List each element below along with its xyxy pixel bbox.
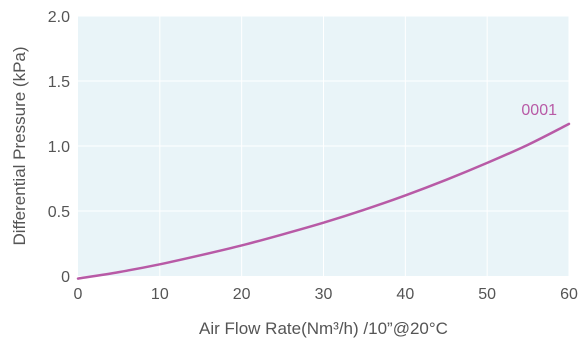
x-tick-label: 40 [396, 286, 414, 303]
y-tick-label: 1.5 [48, 74, 70, 91]
y-tick-label: 0.5 [48, 204, 70, 221]
x-tick-label: 30 [315, 286, 333, 303]
x-axis-label: Air Flow Rate(Nm³/h) /10”@20°C [199, 319, 448, 338]
y-axis-ticks: 0 0.5 1.0 1.5 2.0 [48, 9, 70, 286]
series-label: 0001 [521, 102, 557, 119]
x-axis-ticks: 0 10 20 30 40 50 60 [74, 286, 578, 303]
x-tick-label: 0 [74, 286, 83, 303]
x-tick-label: 10 [151, 286, 169, 303]
grid [78, 15, 570, 276]
x-tick-label: 50 [478, 286, 496, 303]
y-tick-label: 1.0 [48, 139, 70, 156]
series-line-0001 [76, 122, 571, 280]
y-tick-label: 0 [61, 269, 70, 286]
y-axis-label: Differential Pressure (kPa) [10, 46, 29, 245]
x-tick-label: 60 [560, 286, 578, 303]
x-tick-label: 20 [233, 286, 251, 303]
y-tick-label: 2.0 [48, 9, 70, 26]
series-layer: 0001 [76, 102, 571, 280]
